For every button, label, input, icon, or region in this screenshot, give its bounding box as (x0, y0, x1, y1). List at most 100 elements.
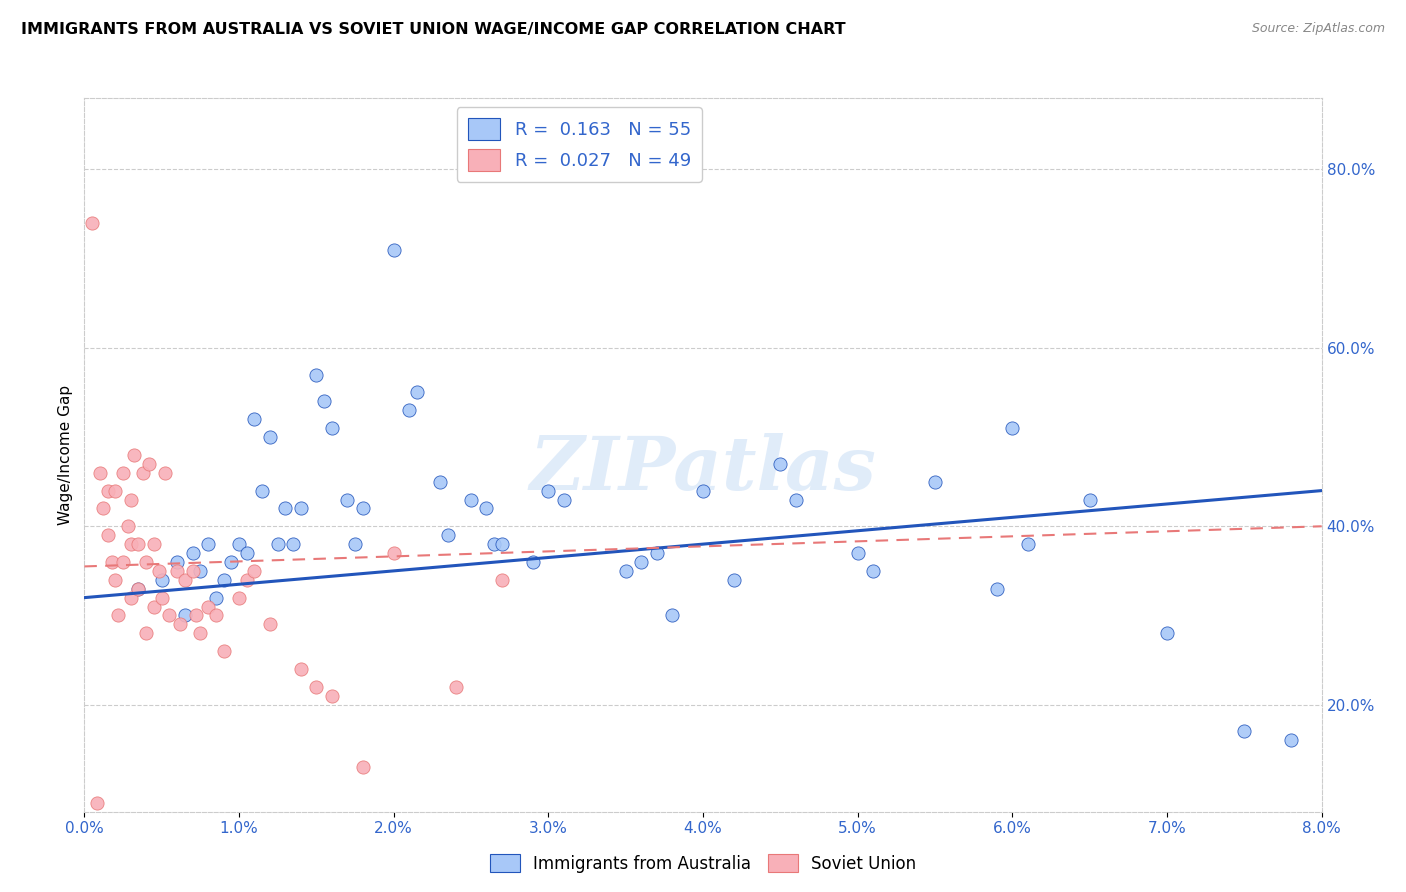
Point (630, 555, 652, 569)
Point (143, 599, 166, 614)
Text: Source: ZipAtlas.com: Source: ZipAtlas.com (1251, 22, 1385, 36)
Point (104, 483, 127, 498)
Point (91, 501, 114, 516)
Point (197, 599, 219, 614)
Point (475, 501, 498, 516)
Point (107, 608, 129, 623)
Point (243, 412, 266, 426)
Point (1017, 537, 1039, 551)
Point (150, 591, 173, 605)
Point (769, 457, 792, 471)
Point (117, 519, 139, 533)
Point (290, 501, 312, 516)
Point (112, 555, 135, 569)
Point (221, 555, 243, 569)
Point (212, 573, 235, 587)
Point (305, 680, 328, 694)
Point (174, 573, 197, 587)
Point (553, 492, 575, 507)
Point (382, 243, 405, 257)
Point (212, 644, 235, 658)
Point (135, 626, 157, 640)
Point (846, 546, 869, 560)
Point (645, 546, 668, 560)
Point (228, 537, 250, 551)
Point (205, 608, 228, 623)
Text: ZIPatlas: ZIPatlas (530, 433, 876, 506)
Point (104, 573, 127, 587)
Point (188, 626, 212, 640)
Point (96, 483, 120, 498)
Point (924, 475, 946, 489)
Point (382, 546, 405, 560)
Point (122, 448, 145, 462)
Point (135, 555, 157, 569)
Point (259, 617, 281, 632)
Point (406, 385, 429, 400)
Point (314, 394, 336, 409)
Point (437, 528, 460, 542)
Point (1001, 421, 1024, 435)
Point (352, 760, 374, 774)
Point (128, 537, 150, 551)
Text: IMMIGRANTS FROM AUSTRALIA VS SOVIET UNION WAGE/INCOME GAP CORRELATION CHART: IMMIGRANTS FROM AUSTRALIA VS SOVIET UNIO… (21, 22, 846, 37)
Point (267, 537, 290, 551)
Point (484, 537, 506, 551)
Point (174, 608, 197, 623)
Point (148, 564, 170, 578)
Point (290, 662, 312, 676)
Point (460, 492, 482, 507)
Point (785, 492, 807, 507)
Point (491, 537, 513, 551)
Point (89, 466, 111, 480)
Point (321, 689, 343, 703)
Point (236, 573, 259, 587)
Point (184, 608, 207, 623)
Point (986, 582, 1008, 596)
Point (614, 564, 637, 578)
Point (252, 483, 274, 498)
Point (169, 617, 191, 632)
Point (112, 466, 135, 480)
Point (228, 591, 250, 605)
Point (120, 591, 142, 605)
Point (205, 591, 228, 605)
Point (120, 492, 142, 507)
Point (236, 546, 259, 560)
Point (305, 368, 328, 382)
Point (86, 796, 108, 810)
Point (398, 403, 420, 417)
Point (661, 608, 683, 623)
Point (82, 216, 104, 230)
Point (1078, 492, 1101, 507)
Point (166, 564, 188, 578)
Point (150, 573, 173, 587)
Point (138, 457, 160, 471)
Point (120, 537, 142, 551)
Legend: Immigrants from Australia, Soviet Union: Immigrants from Australia, Soviet Union (484, 847, 922, 880)
Point (197, 537, 219, 551)
Point (96, 528, 120, 542)
Point (128, 582, 150, 596)
Point (344, 537, 367, 551)
Point (336, 492, 359, 507)
Point (352, 501, 374, 516)
Point (862, 564, 884, 578)
Point (143, 537, 166, 551)
Point (283, 537, 305, 551)
Point (259, 430, 281, 444)
Point (491, 573, 513, 587)
Point (1156, 626, 1178, 640)
Point (188, 564, 212, 578)
Y-axis label: Wage/Income Gap: Wage/Income Gap (58, 384, 73, 525)
Point (537, 483, 560, 498)
Point (159, 608, 181, 623)
Point (101, 555, 124, 569)
Point (522, 555, 544, 569)
Legend: R =  0.163   N = 55, R =  0.027   N = 49: R = 0.163 N = 55, R = 0.027 N = 49 (457, 107, 702, 182)
Point (444, 680, 467, 694)
Point (321, 421, 343, 435)
Point (274, 501, 297, 516)
Point (1233, 724, 1256, 739)
Point (429, 475, 451, 489)
